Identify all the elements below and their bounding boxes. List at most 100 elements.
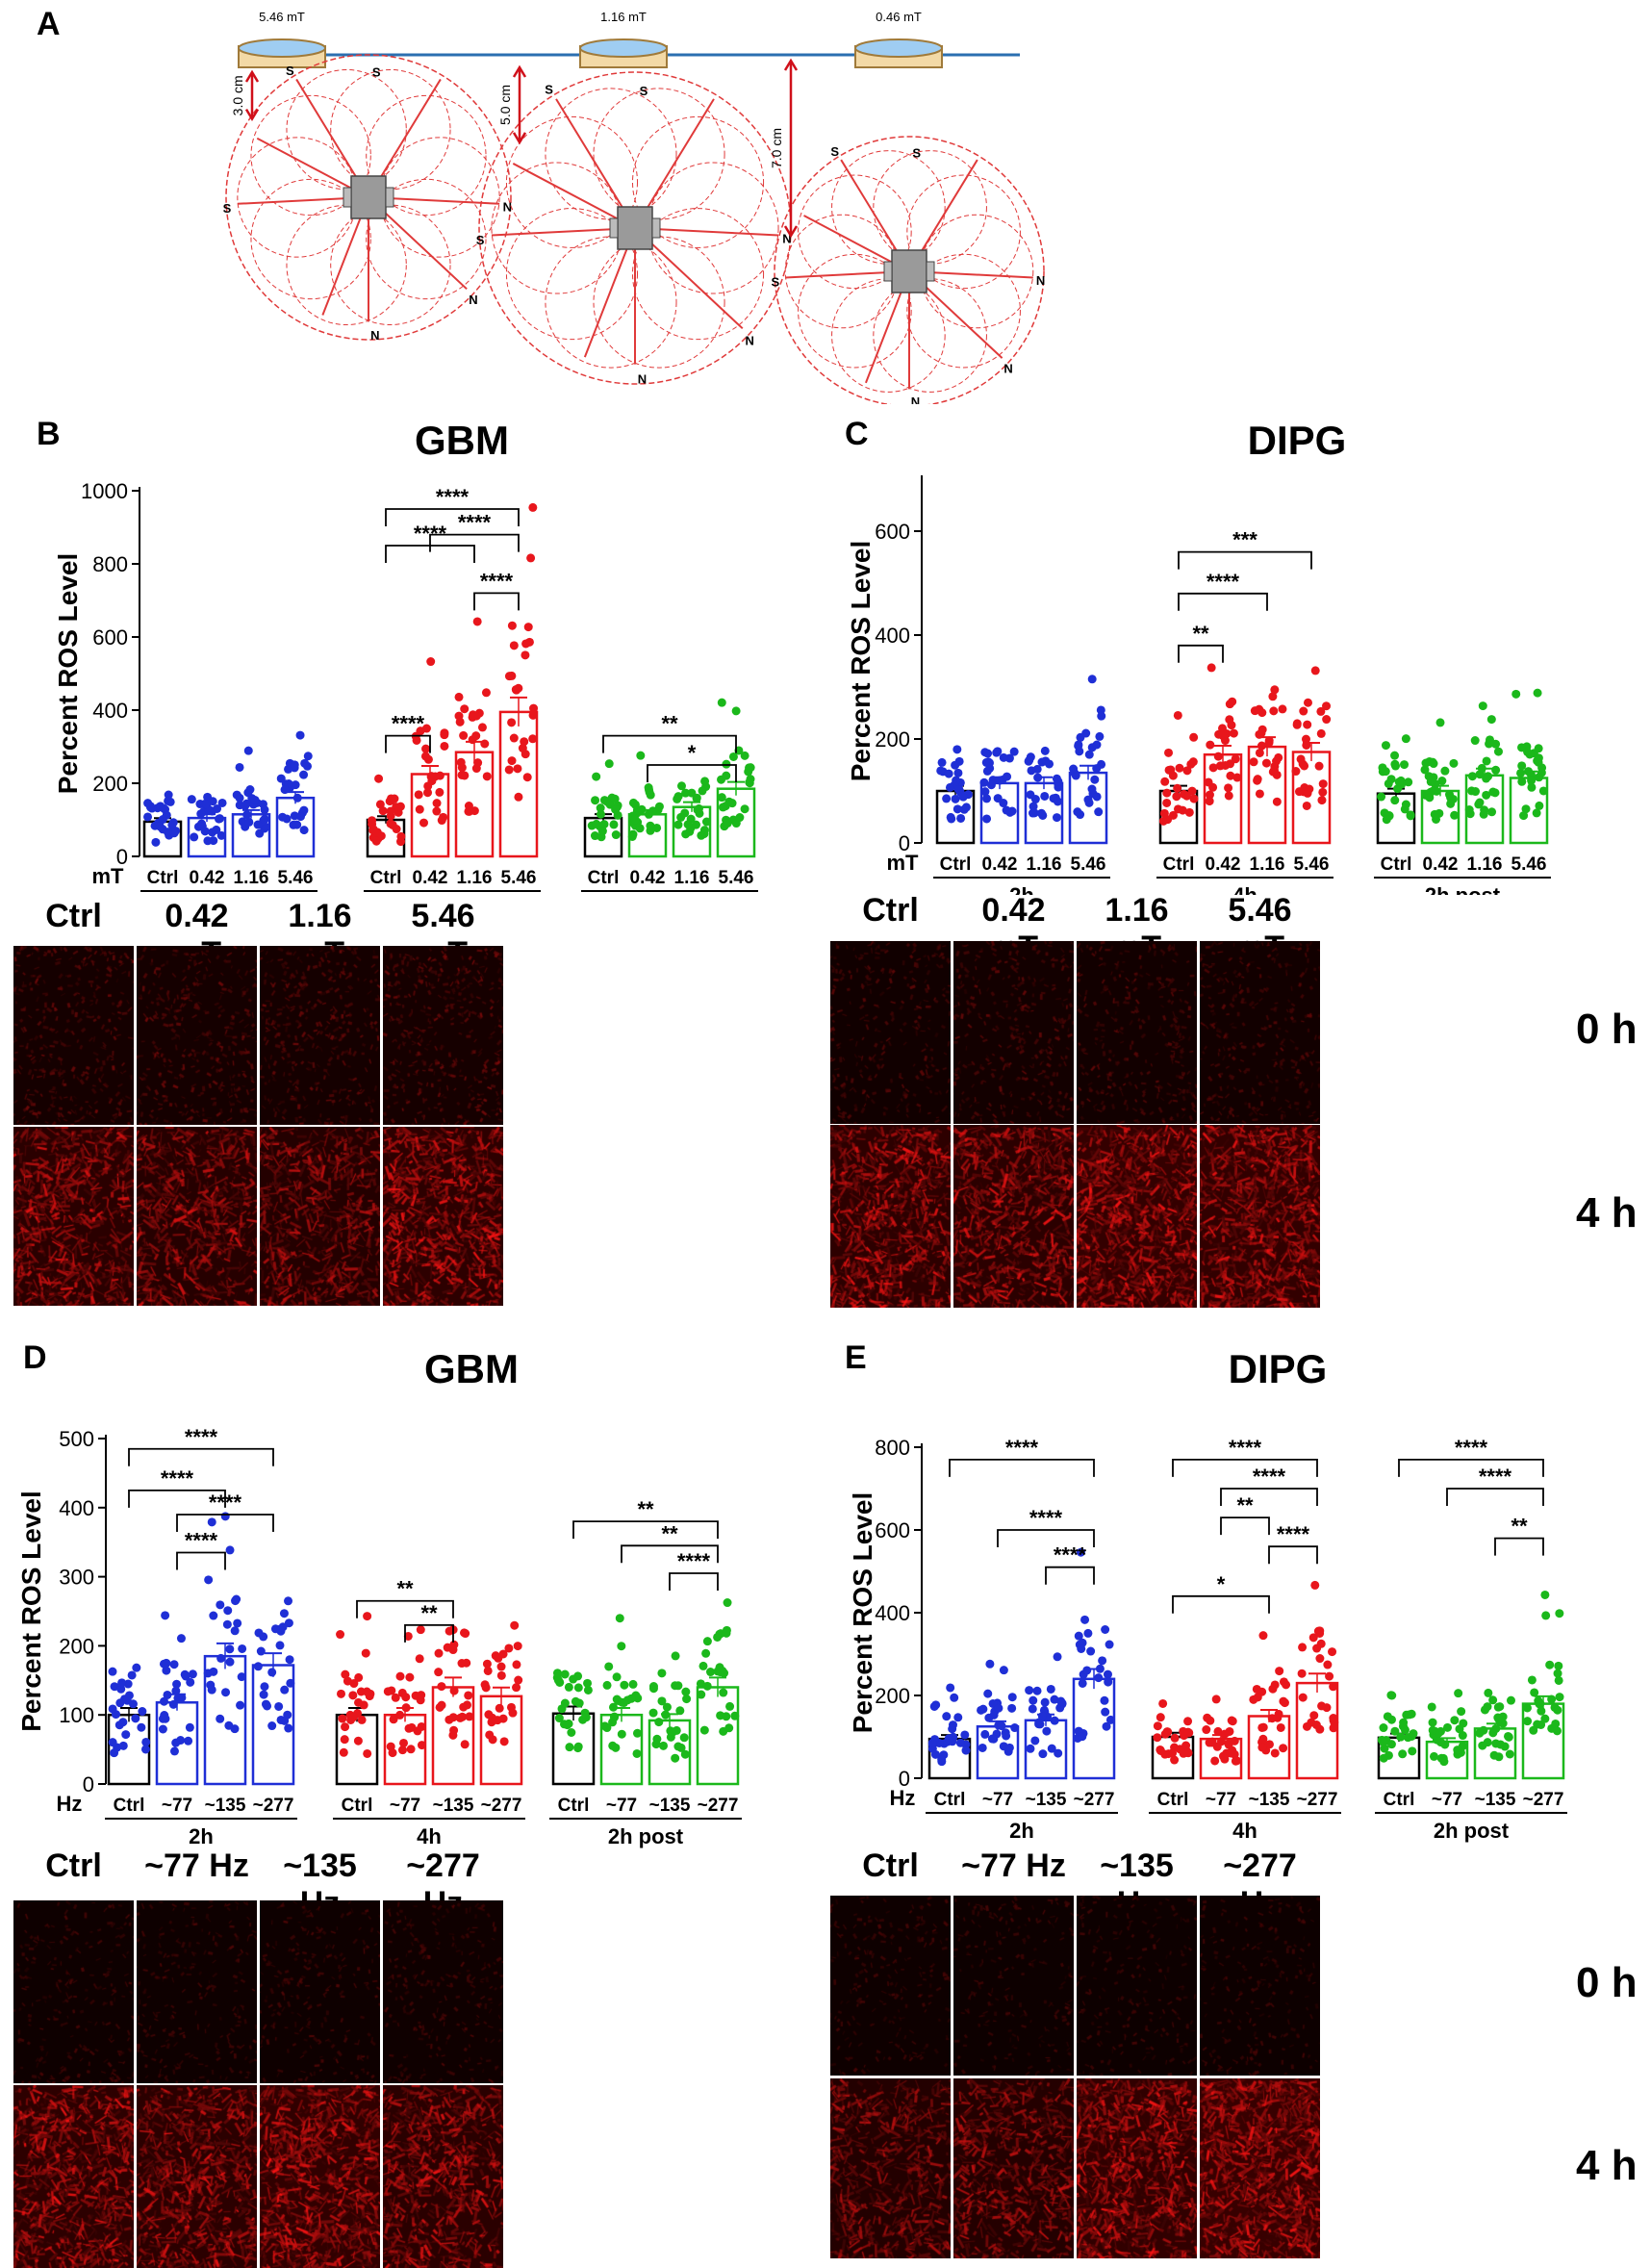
data-point xyxy=(118,1718,128,1727)
data-point xyxy=(1184,807,1194,817)
data-point xyxy=(1491,1724,1501,1734)
data-point xyxy=(713,1632,723,1642)
category-label: ~277 xyxy=(698,1796,739,1816)
data-point xyxy=(1553,1705,1562,1715)
data-point xyxy=(263,1701,272,1711)
data-point xyxy=(1435,718,1445,727)
data-point xyxy=(1175,763,1184,773)
magnet-cap xyxy=(926,261,935,282)
magnet-icon xyxy=(617,206,653,250)
data-point xyxy=(657,1669,667,1678)
data-point xyxy=(1204,777,1213,787)
distance-label: 7.0 cm xyxy=(769,128,784,168)
significance-bracket xyxy=(1172,1459,1318,1477)
data-point xyxy=(697,1690,706,1699)
chart-dipg-field-strength: DIPG Percent ROS Level 0 200 400 600 mT Ctrl 0.4… xyxy=(846,418,1551,895)
data-point xyxy=(151,837,161,847)
micrograph-row-label: 0 h xyxy=(1576,1006,1638,1053)
significance-bracket xyxy=(385,734,431,753)
data-point xyxy=(460,704,470,714)
significance-label: **** xyxy=(436,485,470,509)
data-point xyxy=(1078,1678,1087,1688)
data-point xyxy=(1077,1644,1086,1653)
data-point xyxy=(338,1714,347,1723)
data-point xyxy=(560,1698,570,1708)
data-point xyxy=(1232,773,1242,782)
field-line xyxy=(330,204,451,326)
category-label: ~135 xyxy=(433,1796,474,1816)
data-point xyxy=(608,1741,618,1750)
data-point xyxy=(952,745,962,754)
data-point xyxy=(216,830,226,840)
data-point xyxy=(186,1677,195,1687)
fluorescence-image xyxy=(383,2085,503,2268)
micrograph-4h xyxy=(1077,2078,1197,2258)
data-point xyxy=(354,1672,364,1682)
data-point xyxy=(1493,747,1503,756)
data-point xyxy=(1483,1702,1492,1712)
data-point xyxy=(1183,1727,1193,1737)
data-point xyxy=(299,770,309,779)
data-point xyxy=(955,1738,965,1747)
data-point xyxy=(1322,701,1332,711)
field-line xyxy=(906,253,1021,369)
y-tick-label: 600 xyxy=(92,625,128,650)
data-point xyxy=(993,794,1003,803)
data-point xyxy=(946,812,955,822)
micrograph-4h xyxy=(953,2078,1074,2258)
data-point xyxy=(999,1666,1008,1675)
significance-bracket xyxy=(602,734,737,753)
fluorescence-image xyxy=(830,941,951,1124)
data-point xyxy=(1095,731,1105,741)
field-line xyxy=(250,94,371,217)
data-point xyxy=(1379,1738,1388,1747)
data-point xyxy=(396,831,406,841)
data-point xyxy=(1007,1693,1017,1702)
significance-label: ** xyxy=(661,1521,678,1545)
data-point xyxy=(375,800,385,809)
data-point xyxy=(728,752,738,761)
data-point xyxy=(188,1669,197,1679)
magnet-cap xyxy=(385,187,394,208)
fluorescence-image xyxy=(383,1127,503,1306)
data-point xyxy=(1249,757,1258,767)
data-point xyxy=(1009,747,1019,756)
data-point xyxy=(1537,1706,1546,1716)
field-line xyxy=(647,162,779,294)
data-point xyxy=(417,1691,426,1700)
data-point xyxy=(596,803,605,813)
fluorescence-image xyxy=(1200,2078,1320,2258)
data-point xyxy=(1532,808,1541,818)
data-point xyxy=(389,1715,398,1724)
data-point xyxy=(171,1738,181,1747)
field-line xyxy=(593,236,725,369)
data-point xyxy=(666,1726,675,1736)
data-point xyxy=(725,1701,735,1711)
data-point xyxy=(1315,1628,1325,1638)
category-label: Ctrl xyxy=(1381,854,1412,875)
data-point xyxy=(1097,711,1106,721)
data-point xyxy=(1257,708,1267,718)
data-point xyxy=(386,819,395,828)
data-point xyxy=(1082,1666,1092,1675)
data-point xyxy=(648,1682,658,1692)
data-point xyxy=(521,639,531,649)
data-point xyxy=(209,1667,218,1676)
data-point xyxy=(620,1680,629,1690)
data-point xyxy=(1555,1609,1564,1618)
micrograph-0h xyxy=(260,946,380,1125)
data-point xyxy=(395,1710,405,1720)
data-point xyxy=(1440,766,1450,776)
pole-label: S xyxy=(545,82,553,96)
category-label: Ctrl xyxy=(342,1796,373,1816)
data-point xyxy=(222,1619,232,1629)
data-point xyxy=(1159,808,1169,818)
data-point xyxy=(1168,1748,1178,1758)
data-point xyxy=(161,1611,170,1620)
data-point xyxy=(672,1725,681,1735)
data-point xyxy=(948,1724,957,1734)
data-point xyxy=(336,1689,345,1698)
data-point xyxy=(1322,1703,1332,1713)
data-point xyxy=(513,1642,522,1651)
category-label: ~77 xyxy=(1432,1790,1462,1810)
